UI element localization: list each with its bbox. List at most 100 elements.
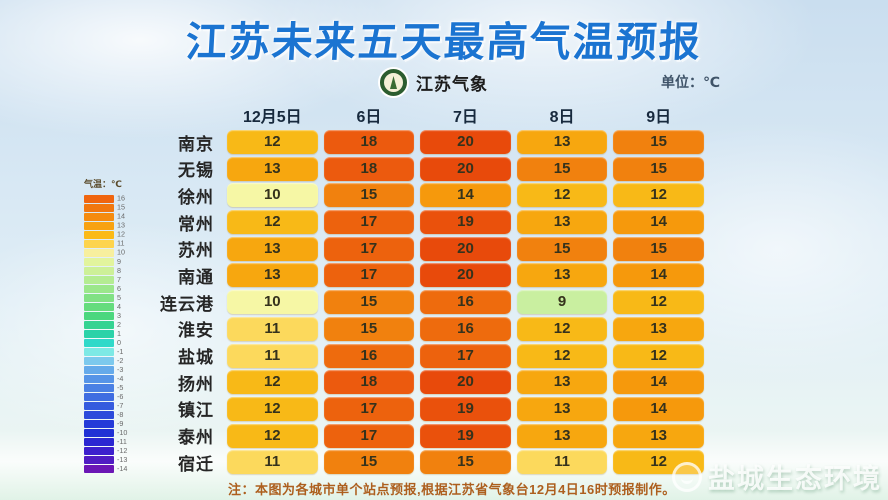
legend-swatch bbox=[84, 194, 114, 203]
legend-swatch bbox=[84, 266, 114, 275]
legend-entry: 16 bbox=[84, 194, 129, 203]
temperature-cell: 17 bbox=[323, 423, 415, 448]
temperature-cell: 14 bbox=[613, 263, 704, 288]
legend-label: 12 bbox=[117, 230, 126, 239]
legend-entry: 14 bbox=[84, 212, 129, 221]
legend-swatch bbox=[84, 392, 114, 401]
city-label: 泰州 bbox=[178, 428, 214, 448]
legend-swatch bbox=[84, 212, 114, 221]
legend-entry: 9 bbox=[84, 257, 129, 266]
legend-entry: -10 bbox=[84, 428, 129, 437]
table-row: 南通 13 17 20 13 14 bbox=[140, 263, 707, 288]
temperature-cell: 12 bbox=[227, 370, 318, 395]
temperature-legend: 气温：℃ 16 15 14 13 12 11 10 9 8 7 6 5 4 3 2 1 0 -1 -2 -3 -4 -5-… bbox=[84, 177, 129, 473]
legend-swatch bbox=[84, 338, 114, 347]
city-label: 盐城 bbox=[178, 348, 214, 367]
city-label: 镇江 bbox=[178, 401, 214, 421]
temperature-cell: 12 bbox=[516, 183, 608, 208]
table-row: 苏州 13 17 20 15 15 bbox=[140, 236, 707, 261]
legend-label: 16 bbox=[117, 194, 126, 203]
temperature-cell: 13 bbox=[613, 316, 704, 341]
legend-label: -8 bbox=[117, 410, 124, 419]
legend-swatch bbox=[84, 221, 114, 230]
legend-label: -5 bbox=[117, 383, 124, 392]
temperature-cell: 13 bbox=[227, 263, 318, 288]
temperature-cell: 15 bbox=[323, 290, 415, 315]
legend-label: 5 bbox=[117, 293, 122, 302]
legend-entry: 10 bbox=[84, 248, 129, 257]
table-row: 宿迁 11 15 15 11 12 bbox=[140, 450, 707, 475]
legend-swatch bbox=[84, 239, 114, 248]
temperature-cell: 15 bbox=[613, 130, 704, 154]
table-row: 连云港 10 15 16 9 12 bbox=[140, 290, 707, 315]
temperature-cell: 9 bbox=[516, 290, 608, 315]
legend-swatch bbox=[84, 428, 114, 437]
legend-label: -7 bbox=[117, 401, 124, 410]
legend-swatch bbox=[84, 383, 114, 392]
table-row: 镇江 12 17 19 13 14 bbox=[140, 396, 707, 421]
legend-entry: 7 bbox=[84, 275, 129, 284]
temperature-cell: 18 bbox=[323, 130, 415, 154]
table-row: 泰州 12 17 19 13 13 bbox=[140, 423, 707, 448]
legend-swatch bbox=[84, 347, 114, 356]
temperature-cell: 13 bbox=[227, 236, 318, 261]
legend-label: 4 bbox=[117, 302, 122, 311]
temperature-cell: 19 bbox=[420, 396, 511, 421]
legend-swatch bbox=[84, 410, 114, 419]
temperature-cell: 12 bbox=[516, 316, 608, 341]
city-label: 南京 bbox=[178, 134, 214, 154]
temperature-cell: 15 bbox=[323, 316, 415, 341]
watermark-logo-icon bbox=[672, 461, 702, 492]
temperature-cell: 11 bbox=[227, 343, 318, 368]
temperature-cell: 15 bbox=[516, 156, 608, 181]
city-label: 徐州 bbox=[178, 187, 214, 207]
table-row: 常州 12 17 19 13 14 bbox=[140, 210, 707, 235]
legend-scale: 16 15 14 13 12 11 10 9 8 7 6 5 4 3 2 1 0 -1 -2 -3 -4 -5 -6 -7 -8… bbox=[84, 194, 129, 473]
legend-label: 14 bbox=[117, 212, 126, 221]
date-header-row: 12月5日 6日 7日 8日 9日 bbox=[140, 104, 707, 126]
temperature-cell: 13 bbox=[227, 156, 318, 181]
legend-label: -2 bbox=[117, 356, 124, 365]
temperature-cell: 12 bbox=[613, 343, 704, 368]
temperature-cell: 17 bbox=[323, 210, 415, 235]
temperature-cell: 13 bbox=[613, 423, 704, 448]
city-label: 南通 bbox=[178, 267, 214, 287]
legend-swatch bbox=[84, 455, 114, 464]
jiangsu-weather-logo-icon bbox=[380, 69, 407, 96]
temperature-cell: 20 bbox=[420, 263, 511, 288]
legend-label: -9 bbox=[117, 419, 124, 428]
temperature-cell: 16 bbox=[420, 316, 511, 341]
legend-entry: 13 bbox=[84, 221, 129, 230]
legend-label: 10 bbox=[117, 248, 126, 257]
temperature-cell: 15 bbox=[613, 156, 704, 181]
legend-swatch bbox=[84, 356, 114, 365]
temperature-cell: 13 bbox=[516, 263, 608, 288]
legend-swatch bbox=[84, 248, 114, 257]
temperature-cell: 19 bbox=[420, 210, 511, 235]
legend-swatch bbox=[84, 320, 114, 329]
temperature-cell: 15 bbox=[323, 450, 415, 475]
temperature-cell: 15 bbox=[613, 236, 704, 261]
legend-swatch bbox=[84, 203, 114, 212]
legend-entry: -6 bbox=[84, 392, 129, 401]
date-header: 12月5日 bbox=[242, 109, 302, 126]
legend-entry: -1 bbox=[84, 347, 129, 356]
legend-entry: -9 bbox=[84, 419, 129, 428]
temperature-cell: 13 bbox=[516, 396, 608, 421]
legend-label: -1 bbox=[117, 347, 124, 356]
legend-entry: 1 bbox=[84, 329, 129, 338]
legend-entry: -12 bbox=[84, 446, 129, 455]
legend-swatch bbox=[84, 302, 114, 311]
legend-swatch bbox=[84, 230, 114, 239]
legend-entry: 6 bbox=[84, 284, 129, 293]
date-header: 8日 bbox=[549, 109, 575, 126]
legend-entry: 4 bbox=[84, 302, 129, 311]
temperature-cell: 15 bbox=[516, 236, 608, 261]
table-row: 南京 12 18 20 13 15 bbox=[140, 130, 707, 154]
city-label: 苏州 bbox=[178, 241, 214, 261]
legend-entry: 3 bbox=[84, 311, 129, 320]
watermark-label: 盐城生态环境 bbox=[708, 464, 882, 494]
city-label: 淮安 bbox=[178, 321, 214, 341]
legend-swatch bbox=[84, 293, 114, 302]
